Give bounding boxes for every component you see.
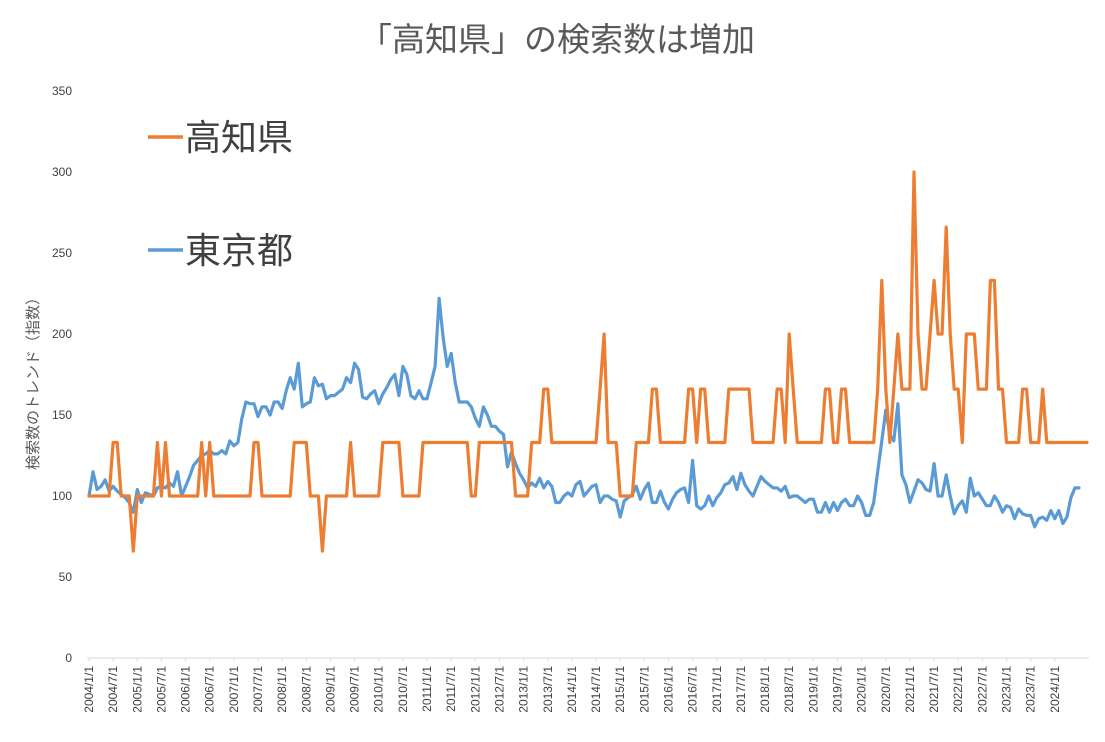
y-tick-label: 350 [52,84,72,98]
x-tick-label: 2024/1/1 [1048,666,1062,713]
x-tick-label: 2019/7/1 [831,666,845,713]
x-tick-label: 2011/1/1 [420,666,434,712]
x-tick-label: 2021/7/1 [927,666,941,713]
x-tick-label: 2018/7/1 [782,666,796,713]
x-tick-label: 2009/7/1 [348,666,362,713]
legend-label-kochi: 高知県 [185,118,293,159]
x-tick-label: 2022/1/1 [951,666,965,713]
legend-item-kochi: 高知県 [148,118,293,159]
x-tick-label: 2017/1/1 [710,666,724,713]
y-tick-label: 250 [52,246,72,260]
x-tick-label: 2006/1/1 [179,666,193,713]
x-tick-label: 2004/7/1 [106,666,120,713]
x-tick-label: 2013/7/1 [541,666,555,713]
x-tick-label: 2014/1/1 [565,666,579,713]
y-tick-label: 0 [65,651,72,665]
x-tick-label: 2014/7/1 [589,666,603,713]
x-tick-label: 2015/7/1 [637,666,651,713]
y-tick-label: 150 [52,408,72,422]
x-tick-label: 2012/1/1 [468,666,482,713]
x-tick-label: 2021/1/1 [903,666,917,713]
series-line-kochi [87,170,1089,553]
x-tick-label: 2023/1/1 [1000,666,1014,713]
x-tick-label: 2017/7/1 [734,666,748,713]
x-tick-label: 2020/7/1 [879,666,893,713]
x-tick-label: 2008/7/1 [299,666,313,713]
legend: 高知県 東京都 [148,118,293,272]
series-lines [87,170,1089,553]
x-tick-label: 2006/7/1 [203,666,217,713]
x-tick-label: 2023/7/1 [1024,666,1038,713]
y-axis-ticks: 0 50 100 150 200 250 300 350 [52,84,72,665]
x-tick-label: 2022/7/1 [975,666,989,713]
x-tick-label: 2015/1/1 [613,666,627,713]
x-axis-ticks: 2004/1/1 2004/7/1 2005/1/1 2005/7/1 2006/1/1… [82,658,1062,713]
x-tick-label: 2005/7/1 [154,666,168,713]
x-tick-label: 2004/1/1 [82,666,96,713]
y-tick-label: 300 [52,165,72,179]
y-tick-label: 100 [52,489,72,503]
x-tick-label: 2007/1/1 [227,666,241,713]
y-axis-label: 検索数のトレンド（指数） [24,290,42,470]
series-line-tokyo [87,296,1081,529]
x-tick-label: 2018/1/1 [758,666,772,713]
x-tick-label: 2011/7/1 [444,666,458,712]
x-tick-label: 2016/1/1 [661,666,675,713]
legend-item-tokyo: 東京都 [148,231,293,272]
x-tick-label: 2010/7/1 [396,666,410,713]
x-tick-label: 2007/7/1 [251,666,265,713]
x-tick-label: 2005/1/1 [130,666,144,713]
x-tick-label: 2008/1/1 [275,666,289,713]
x-tick-label: 2010/1/1 [372,666,386,713]
legend-label-tokyo: 東京都 [185,231,293,272]
x-tick-label: 2016/7/1 [686,666,700,713]
x-tick-label: 2019/1/1 [806,666,820,713]
chart-title: 「高知県」の検索数は増加 [359,20,755,59]
x-tick-label: 2012/7/1 [492,666,506,713]
x-tick-label: 2020/1/1 [855,666,869,713]
x-tick-label: 2013/1/1 [517,666,531,713]
y-tick-label: 50 [59,570,73,584]
x-tick-label: 2009/1/1 [323,666,337,713]
y-tick-label: 200 [52,327,72,341]
